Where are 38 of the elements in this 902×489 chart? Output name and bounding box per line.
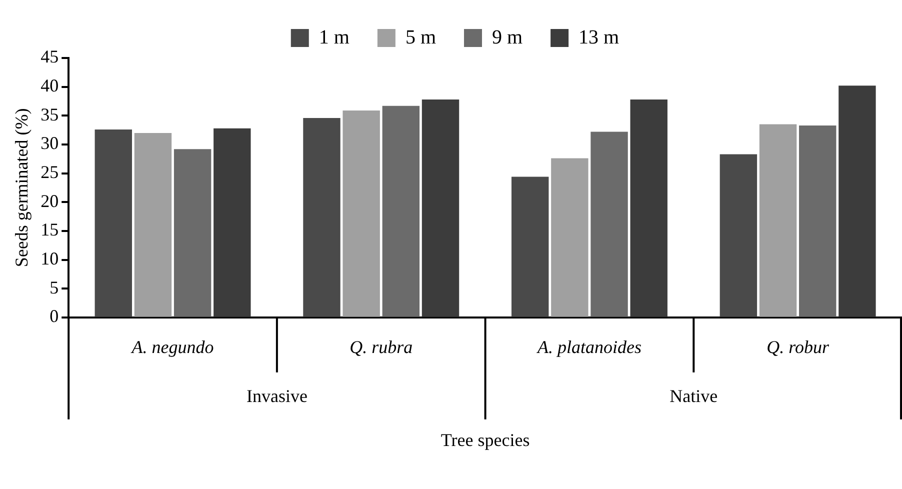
bar [303,118,340,317]
bar [94,129,132,317]
bar [551,158,588,317]
x-tick-label: A. negundo [130,336,214,357]
bar [838,86,876,317]
legend-label: 13 m [578,26,620,48]
legend-label: 1 m [318,26,350,48]
legend-label: 5 m [405,26,436,48]
bar [422,100,460,317]
y-tick-label: 10 [40,248,59,268]
x-tick-label: A. platanoides [536,336,642,357]
y-tick-label: 40 [40,76,59,96]
bar [720,154,758,317]
bar [214,128,251,317]
y-axis-title: Seeds germinated (%) [12,108,32,268]
y-tick-label: 15 [40,220,59,240]
y-tick-label: 30 [40,133,59,154]
bar [342,110,380,317]
bar [590,132,628,317]
y-tick-label: 45 [40,46,59,67]
y-tick-label: 20 [40,190,59,211]
legend-label: 9 m [492,26,523,48]
bar [174,149,212,317]
x-tick-label: Q. robur [766,336,830,357]
y-tick-label: 0 [50,306,59,326]
x-tick-label: Q. rubra [350,336,413,357]
bar [511,176,549,317]
text: Native [670,386,718,406]
text: Invasive [246,386,308,406]
bar [630,100,668,317]
y-tick-label: 5 [50,277,59,298]
bar [799,125,836,317]
bar [759,124,797,317]
x-axis-title: Tree species [440,430,530,450]
bar [382,106,420,317]
bar [134,132,172,317]
y-tick-label: 25 [40,162,59,182]
y-tick-label: 35 [40,104,59,124]
